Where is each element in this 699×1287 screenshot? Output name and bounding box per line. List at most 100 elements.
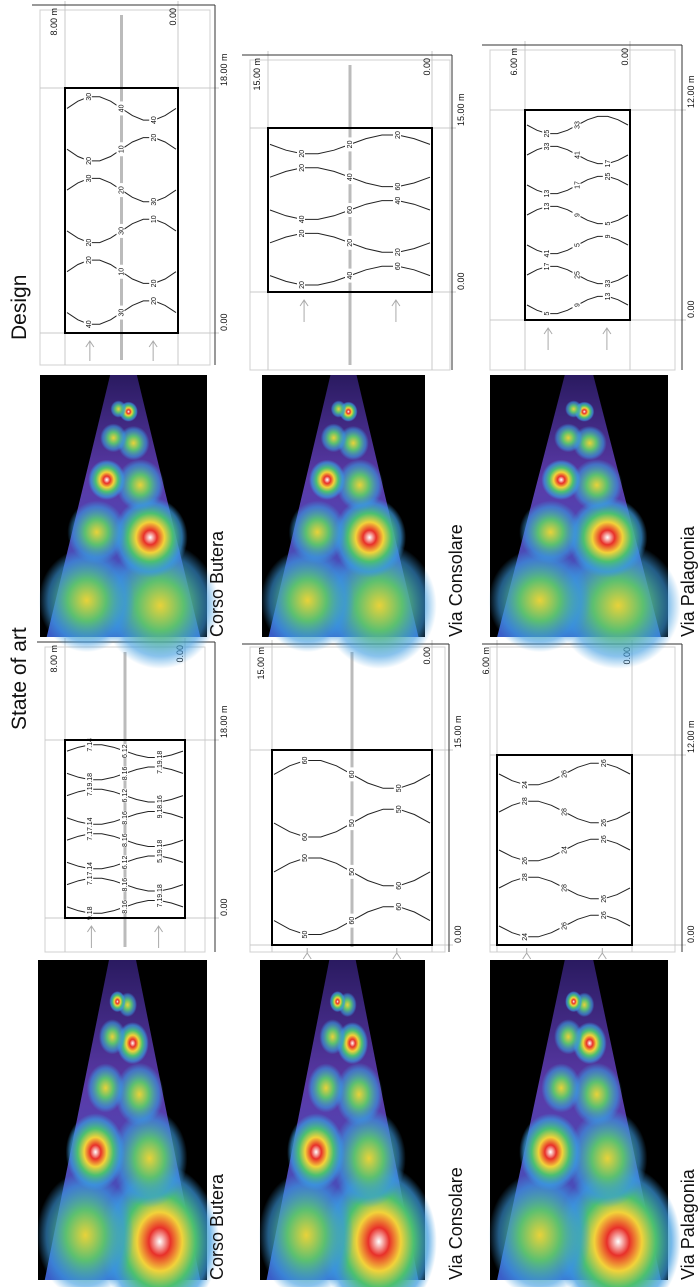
contour-label: 20 — [86, 239, 93, 247]
render-light-spot — [109, 991, 125, 1012]
direction-arrow — [149, 341, 157, 361]
contour-label: 40 — [395, 197, 402, 205]
render-light-spot — [541, 460, 581, 500]
render-light-spot — [99, 1019, 126, 1054]
render-light-spot — [321, 423, 347, 452]
plot-panel — [250, 647, 445, 952]
render-light-spot — [541, 1063, 581, 1112]
contour-label: 50 — [349, 819, 356, 827]
contour-label: 20 — [299, 150, 306, 158]
direction-arrow — [87, 926, 95, 948]
y-tick-label: 15.00 m — [256, 647, 266, 680]
render-light-spot — [110, 400, 126, 417]
contour-label: 60 — [349, 770, 356, 778]
render-light-spot — [261, 548, 355, 652]
contour-label: 9 — [575, 213, 582, 217]
contour-label: 9.18 — [157, 751, 164, 765]
direction-arrow — [393, 948, 401, 959]
contour-label: 20 — [151, 134, 158, 142]
contour-label: 40 — [347, 272, 354, 280]
contour-label: 26 — [601, 835, 608, 843]
contour-label: 20 — [395, 248, 402, 256]
contour-label: 30 — [86, 174, 93, 182]
contour-label: 40 — [299, 215, 306, 223]
contour-label: 41 — [575, 151, 582, 159]
render-light-spot — [289, 500, 346, 563]
contour-label: 50 — [302, 854, 309, 862]
direction-arrow — [523, 948, 531, 959]
contour-label: 10 — [151, 215, 158, 223]
street-name: Via Palagonia — [678, 1168, 698, 1280]
direction-arrow — [86, 341, 94, 361]
y-tick-label: 6.00 m — [481, 647, 491, 675]
contour-label: 33 — [544, 142, 551, 150]
contour-label: 60 — [302, 833, 309, 841]
contour-label: 5 — [544, 312, 551, 316]
render-light-spot — [287, 1113, 345, 1190]
contour-label: 40 — [151, 116, 158, 124]
rotated-layout: State of artCorso Butera0.0018.00 m0.008… — [8, 1, 698, 1287]
direction-arrow — [603, 328, 611, 350]
contour-label: 5 — [605, 222, 612, 226]
contour-label: 60 — [395, 183, 402, 191]
contour-label: 60 — [396, 882, 403, 890]
contour-label: 60 — [396, 903, 403, 911]
render-light-spot — [67, 500, 126, 563]
contour-label: 17 — [575, 181, 582, 189]
contour-label: 24 — [522, 781, 529, 789]
contour-label: 40 — [119, 104, 126, 112]
render-light-spot — [519, 500, 582, 563]
direction-arrow — [303, 948, 311, 959]
contour-label: 20 — [347, 239, 354, 247]
render-light-spot — [519, 1113, 582, 1190]
contour-label: 30 — [86, 93, 93, 101]
contour-label: 50 — [396, 784, 403, 792]
contour-label: 17 — [605, 160, 612, 168]
contour-label: 20 — [299, 229, 306, 237]
contour-label: 60 — [302, 756, 309, 764]
x-tick-label: 0.00 — [453, 925, 463, 943]
x-tick-label: 0.00 — [686, 925, 696, 943]
contour-label: 26 — [562, 770, 569, 778]
contour-label: 20 — [299, 164, 306, 172]
contour-label: 20 — [151, 297, 158, 305]
contour-label: 26 — [562, 922, 569, 930]
contour-label: 6.12 — [122, 744, 129, 758]
render-light-spot — [330, 991, 346, 1012]
x-tick-label: 15.00 m — [456, 93, 466, 126]
contour-label: 26 — [522, 857, 529, 865]
render-light-spot — [554, 423, 582, 452]
y-tick-label: 0.00 — [620, 48, 630, 66]
render-light-spot — [319, 1019, 345, 1054]
street-name: Corso Butera — [207, 530, 227, 637]
contour-label: 30 — [151, 198, 158, 206]
contour-label: 41 — [544, 250, 551, 258]
contour-label: 20 — [299, 281, 306, 289]
contour-label: 6.12 — [122, 789, 129, 803]
contour-label: 5 — [575, 243, 582, 247]
contour-label: 24 — [562, 846, 569, 854]
y-tick-label: 0.00 — [168, 8, 178, 26]
render-light-spot — [66, 1113, 125, 1190]
contour-label: 10 — [119, 145, 126, 153]
contour-label: 13 — [544, 190, 551, 198]
y-tick-label: 0.00 — [422, 647, 432, 665]
contour-label: 9 — [605, 234, 612, 238]
contour-label: 28 — [562, 884, 569, 892]
x-tick-label: 0.00 — [686, 300, 696, 318]
contour-label: 50 — [302, 931, 309, 939]
render-light-spot — [489, 548, 592, 652]
contour-label: 20 — [395, 131, 402, 139]
render-light-spot — [554, 1019, 582, 1054]
y-tick-label: 8.00 m — [49, 8, 59, 36]
contour-label: 20 — [151, 279, 158, 287]
contour-label: 10 — [119, 268, 126, 276]
contour-label: 8.16 — [122, 878, 129, 892]
contour-label: 20 — [86, 157, 93, 165]
contour-label: 8.16 — [122, 900, 129, 914]
render-light-spot — [308, 1063, 345, 1112]
contour-label: 13 — [605, 292, 612, 300]
render-light-spot — [39, 548, 135, 652]
contour-label: 9.18 — [87, 773, 94, 787]
contour-label: 20 — [86, 256, 93, 264]
